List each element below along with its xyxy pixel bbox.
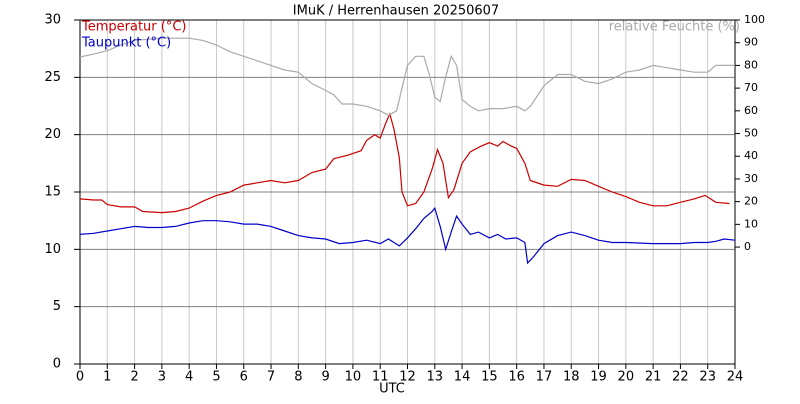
x-tick-label: 16: [508, 370, 525, 385]
x-tick-label: 17: [536, 370, 553, 385]
x-tick-label: 13: [427, 370, 444, 385]
y-tick-label: 15: [44, 185, 61, 200]
x-tick-label: 1: [103, 370, 111, 385]
x-tick-label: 20: [618, 370, 635, 385]
legend-entry: Temperatur (°C): [81, 20, 187, 35]
series-line: [79, 37, 735, 117]
y2-tick-label: 40: [744, 149, 758, 162]
x-tick-label: 21: [645, 370, 662, 385]
x-tick-label: 15: [481, 370, 498, 385]
x-tick-label: 9: [321, 370, 329, 385]
series-line: [79, 112, 730, 214]
legend-entry: Taupunkt (°C): [81, 36, 171, 51]
x-tick-label: 0: [76, 370, 84, 385]
x-tick-label: 4: [185, 370, 193, 385]
y-tick-label: 0: [53, 357, 61, 372]
x-tick-label: 23: [699, 370, 716, 385]
x-tick-label: 22: [672, 370, 689, 385]
y2-tick-label: 20: [744, 195, 758, 208]
x-tick-label: 19: [590, 370, 607, 385]
legend-entry: relative Feuchte (%): [609, 20, 740, 35]
x-tick-label: 3: [158, 370, 166, 385]
y2-tick-label: 80: [744, 58, 758, 71]
y2-tick-label: 0: [744, 240, 751, 253]
x-tick-label: 6: [240, 370, 248, 385]
plot-frame: [79, 19, 736, 365]
y2-tick-label: 50: [744, 127, 758, 140]
y2-tick-label: 30: [744, 172, 758, 185]
x-tick-label: 18: [563, 370, 580, 385]
y-tick-label: 10: [44, 242, 61, 257]
y-tick-label: 30: [44, 13, 61, 28]
y2-tick-label: 90: [744, 36, 758, 49]
x-tick-label: 10: [345, 370, 362, 385]
x-tick-label: 11: [372, 370, 389, 385]
x-tick-label: 5: [212, 370, 220, 385]
x-tick-label: 24: [727, 370, 744, 385]
chart-title: IMuK / Herrenhausen 20250607: [293, 4, 499, 19]
y2-tick-label: 100: [744, 13, 765, 26]
x-tick-label: 2: [130, 370, 138, 385]
y-tick-label: 20: [44, 127, 61, 142]
y2-tick-label: 10: [744, 217, 758, 230]
y2-tick-label: 70: [744, 81, 758, 94]
x-tick-label: 12: [399, 370, 416, 385]
x-tick-label: 8: [294, 370, 302, 385]
x-tick-label: 14: [454, 370, 471, 385]
x-axis-label: UTC: [379, 382, 405, 397]
x-tick-label: 7: [267, 370, 275, 385]
y-tick-label: 5: [53, 299, 61, 314]
y2-tick-label: 60: [744, 104, 758, 117]
y-tick-label: 25: [44, 70, 61, 85]
series-line: [79, 206, 736, 265]
